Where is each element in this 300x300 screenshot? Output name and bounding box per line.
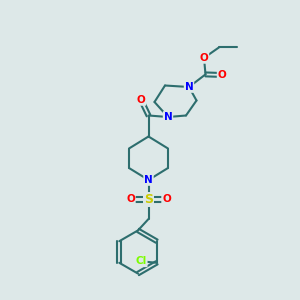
Text: N: N: [144, 175, 153, 185]
Text: O: O: [162, 194, 171, 205]
Text: N: N: [184, 82, 194, 92]
Text: O: O: [136, 95, 146, 105]
Text: Cl: Cl: [136, 256, 147, 266]
Text: O: O: [218, 70, 226, 80]
Text: S: S: [144, 193, 153, 206]
Text: N: N: [164, 112, 172, 122]
Text: O: O: [126, 194, 135, 205]
Text: O: O: [200, 53, 208, 63]
